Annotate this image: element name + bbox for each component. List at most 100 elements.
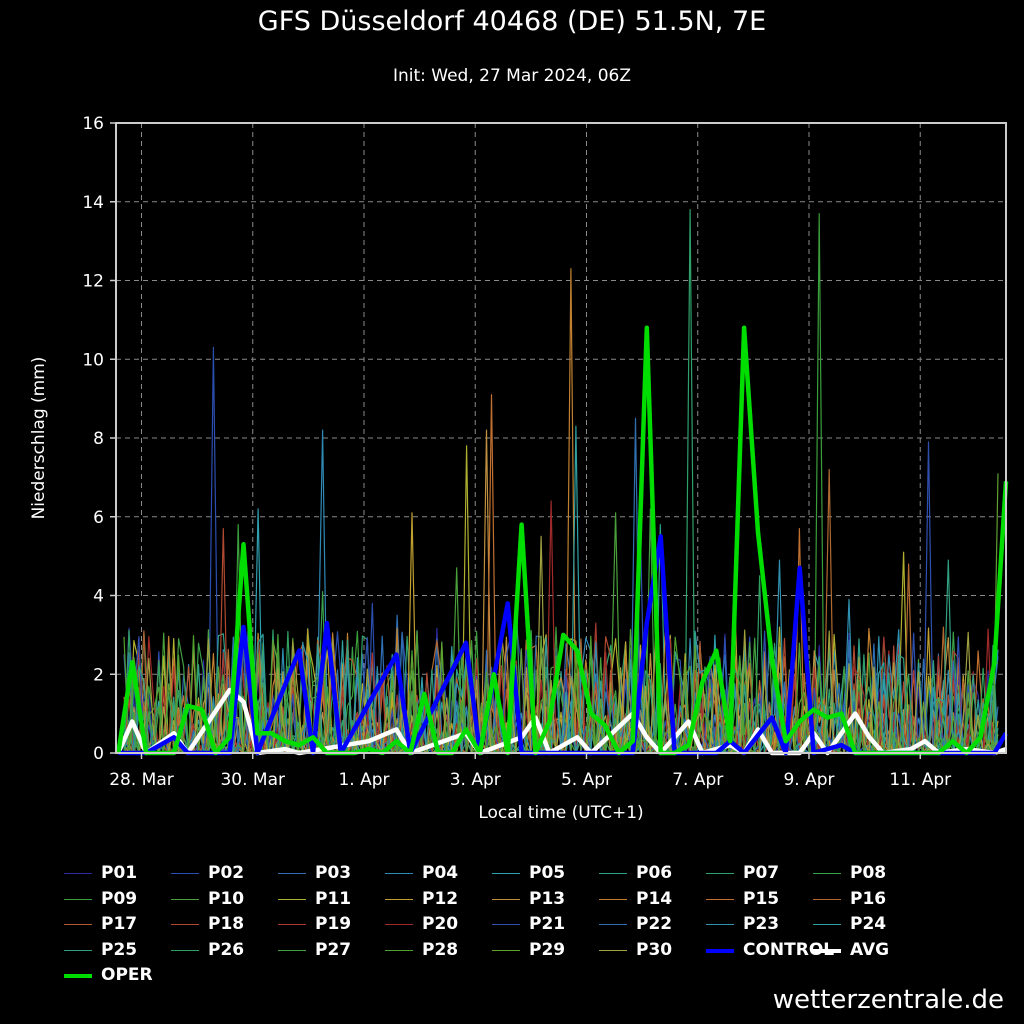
legend-item-p16: P16 (813, 888, 920, 912)
legend-swatch (171, 949, 199, 951)
legend-label: P06 (636, 863, 673, 883)
legend-swatch (64, 898, 92, 900)
legend-item-avg: AVG (813, 939, 920, 963)
legend-swatch (599, 949, 627, 951)
legend-swatch (64, 924, 92, 925)
legend-item-p09: P09 (64, 888, 171, 912)
x-tick-label: 28. Mar (109, 770, 174, 790)
legend-swatch (813, 898, 841, 900)
x-tick-label: 30. Mar (220, 770, 285, 790)
legend-item-p14: P14 (599, 888, 706, 912)
y-tick-label: 4 (93, 587, 104, 607)
legend-swatch (278, 898, 306, 900)
chart-subtitle: Init: Wed, 27 Mar 2024, 06Z (392, 66, 632, 86)
legend-item-p01: P01 (64, 862, 171, 886)
legend-item-p06: P06 (599, 862, 706, 886)
legend-swatch (706, 924, 734, 925)
legend-swatch (278, 949, 306, 951)
y-tick-label: 2 (93, 665, 104, 685)
legend-label: P21 (529, 914, 566, 934)
legend-item-p21: P21 (492, 913, 599, 937)
x-tick-label: 3. Apr (450, 770, 501, 790)
legend-swatch (278, 924, 306, 925)
legend-swatch (64, 873, 92, 874)
legend-swatch (492, 924, 520, 925)
y-tick-label: 8 (93, 429, 104, 449)
x-axis-label: Local time (UTC+1) (478, 803, 643, 823)
legend-label: P13 (529, 888, 566, 909)
legend-swatch (278, 873, 306, 874)
legend-item-p05: P05 (492, 862, 599, 886)
legend-label: P15 (743, 888, 780, 909)
legend-item-p17: P17 (64, 913, 171, 937)
legend-swatch (385, 949, 413, 951)
legend-label: P25 (101, 939, 138, 960)
legend-swatch (385, 924, 413, 925)
legend-label: P16 (850, 888, 887, 909)
x-tick-label: 11. Apr (889, 770, 951, 790)
legend-swatch (492, 898, 520, 900)
legend-item-p13: P13 (492, 888, 599, 912)
legend-label: P14 (636, 888, 673, 909)
y-tick-label: 16 (82, 114, 104, 134)
legend-label: CONTROL (743, 939, 835, 960)
x-tick-label: 1. Apr (338, 770, 389, 790)
legend-item-control: CONTROL (706, 939, 834, 963)
legend-item-p15: P15 (706, 888, 813, 912)
legend-item-p22: P22 (599, 913, 706, 937)
legend-item-p28: P28 (385, 939, 492, 963)
legend-label: P24 (850, 914, 887, 934)
legend-item-p29: P29 (492, 939, 599, 963)
legend-label: P22 (636, 914, 673, 934)
legend-label: P27 (315, 939, 352, 960)
y-tick-label: 10 (82, 350, 104, 370)
legend-label: AVG (850, 939, 890, 960)
legend-item-p10: P10 (171, 888, 278, 912)
legend-label: P19 (315, 914, 352, 934)
legend-label: P02 (208, 863, 245, 883)
legend-item-p19: P19 (278, 913, 385, 937)
y-axis-label: Niederschlag (mm) (29, 357, 49, 520)
legend-label: P03 (315, 863, 352, 883)
legend-swatch (706, 873, 734, 874)
legend-label: P05 (529, 863, 566, 883)
y-tick-label: 0 (93, 744, 104, 764)
legend-label: P29 (529, 939, 566, 960)
legend-label: P07 (743, 863, 780, 883)
legend-swatch (171, 873, 199, 874)
series-line-control (118, 534, 1008, 756)
legend-item-p18: P18 (171, 913, 278, 937)
legend-item-p30: P30 (599, 939, 706, 963)
legend-item-p24: P24 (813, 913, 920, 937)
legend-swatch (385, 898, 413, 900)
legend-item-oper: OPER (64, 964, 171, 988)
legend-swatch (599, 924, 627, 925)
legend-item-p03: P03 (278, 862, 385, 886)
legend-item-p12: P12 (385, 888, 492, 912)
x-tick-label: 7. Apr (672, 770, 723, 790)
chart-title: GFS Düsseldorf 40468 (DE) 51.5N, 7E (257, 6, 767, 37)
legend-swatch (171, 924, 199, 925)
precipitation-chart: 0 2 4 6 8 10 12 14 16 28. Mar 30. Mar 1. Apr 3. Apr… (29, 114, 1009, 823)
legend-swatch (706, 898, 734, 900)
legend-swatch (64, 949, 92, 951)
legend-swatch (492, 873, 520, 874)
legend-swatch (813, 924, 841, 925)
legend-swatch (813, 873, 841, 874)
legend-label: P01 (101, 863, 138, 883)
y-tick-label: 6 (93, 508, 104, 528)
legend-item-p20: P20 (385, 913, 492, 937)
legend-item-p23: P23 (706, 913, 813, 937)
legend-swatch (64, 974, 92, 978)
legend-item-p25: P25 (64, 939, 171, 963)
legend-swatch (813, 948, 841, 953)
legend-swatch (492, 949, 520, 951)
legend-label: P04 (422, 863, 459, 883)
legend-item-p26: P26 (171, 939, 278, 963)
legend-label: OPER (101, 965, 153, 985)
legend-label: P26 (208, 939, 245, 960)
legend-item-p27: P27 (278, 939, 385, 963)
legend-label: P11 (315, 888, 352, 909)
legend-label: P28 (422, 939, 459, 960)
legend-item-p02: P02 (171, 862, 278, 886)
